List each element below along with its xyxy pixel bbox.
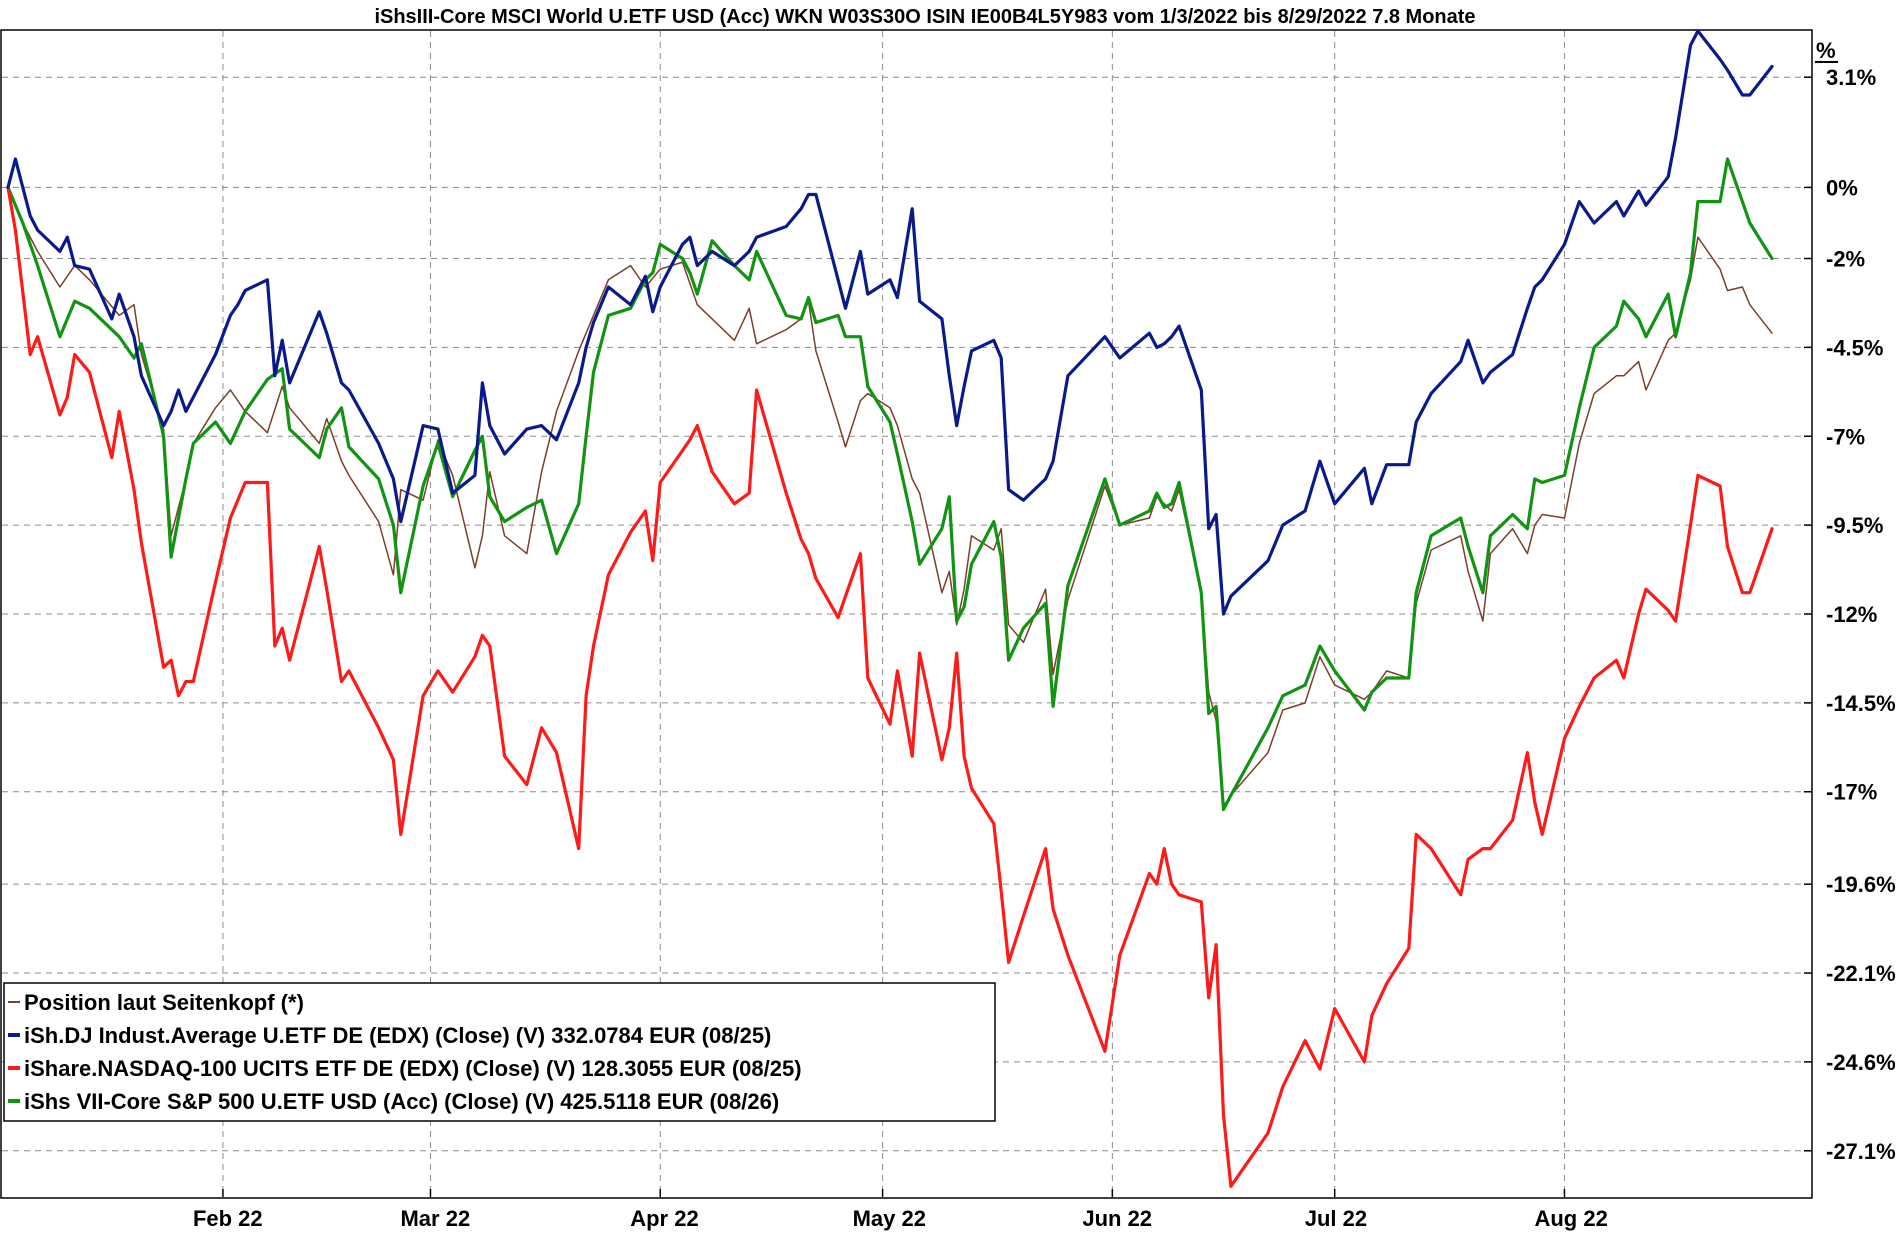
x-tick-label: May 22 [853, 1206, 926, 1231]
y-axis: 3.1% 0% -2% -4.5% -7% -9.5% -12% -14.5% -17% -19.… [1804, 65, 1896, 1164]
legend-entry: Position laut Seitenkopf (*) [24, 990, 304, 1015]
y-tick-label: -12% [1826, 602, 1877, 627]
y-tick-label: -14.5% [1826, 691, 1896, 716]
y-tick-label: -2% [1826, 247, 1865, 272]
y-tick-label: 3.1% [1826, 65, 1876, 90]
series-line-3 [6, 157, 1774, 812]
x-tick-label: Feb 22 [193, 1206, 263, 1231]
x-tick-label: Jul 22 [1305, 1206, 1367, 1231]
series-line-0 [7, 186, 1773, 807]
x-tick-label: Aug 22 [1534, 1206, 1607, 1231]
y-axis-unit-label: % [1816, 38, 1836, 63]
y-tick-label: -22.1% [1826, 961, 1896, 986]
y-tick-label: 0% [1826, 175, 1858, 200]
series-line-1 [6, 29, 1774, 616]
legend-box [3, 982, 996, 1122]
legend: Position laut Seitenkopf (*) iSh.DJ Indus… [3, 982, 996, 1122]
x-tick-label: Apr 22 [630, 1206, 698, 1231]
y-tick-label: -9.5% [1826, 513, 1883, 538]
x-tick-label: Mar 22 [400, 1206, 470, 1231]
legend-entry: iShare.NASDAQ-100 UCITS ETF DE (EDX) (Cl… [24, 1056, 802, 1081]
x-tick-label: Jun 22 [1082, 1206, 1152, 1231]
series-line-2 [6, 185, 1774, 1188]
y-tick-label: -27.1% [1826, 1139, 1896, 1164]
x-axis: Feb 22 Mar 22 Apr 22 May 22 Jun 22 Jul 22 Aug … [193, 1189, 1608, 1231]
y-tick-label: -19.6% [1826, 872, 1896, 897]
chart-title: iShsIII-Core MSCI World U.ETF USD (Acc) … [374, 6, 1475, 28]
y-tick-label: -24.6% [1826, 1050, 1896, 1075]
series-lines [6, 29, 1774, 1188]
legend-entry: iSh.DJ Indust.Average U.ETF DE (EDX) (Cl… [24, 1023, 771, 1048]
legend-entry: iShs VII-Core S&P 500 U.ETF USD (Acc) (C… [24, 1089, 779, 1114]
y-tick-label: -17% [1826, 780, 1877, 805]
y-tick-label: -4.5% [1826, 335, 1883, 360]
y-tick-label: -7% [1826, 424, 1865, 449]
